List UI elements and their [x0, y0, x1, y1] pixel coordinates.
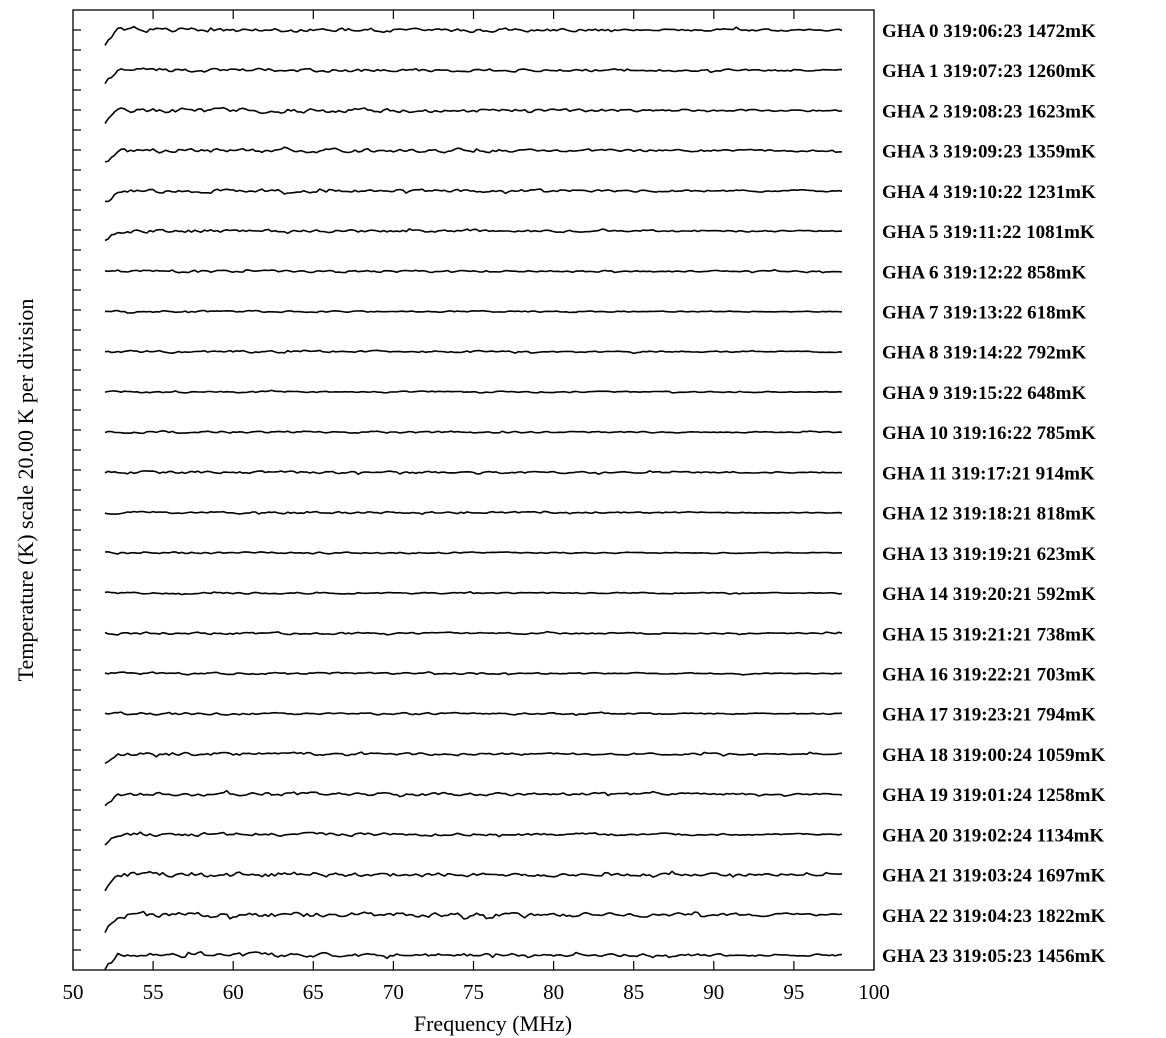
trace-gha-19 — [104, 789, 843, 807]
traces — [104, 25, 843, 970]
x-tick-label: 100 — [858, 980, 890, 1004]
trace-gha-10 — [104, 429, 843, 435]
trace-gha-11 — [104, 469, 843, 476]
trace-label-gha-6: GHA 6 319:12:22 858mK — [882, 262, 1086, 283]
trace-gha-16 — [104, 671, 843, 676]
trace-gha-6 — [104, 268, 843, 274]
trace-label-gha-2: GHA 2 319:08:23 1623mK — [882, 101, 1096, 122]
trace-gha-22 — [104, 910, 843, 934]
trace-label-gha-10: GHA 10 319:16:22 785mK — [882, 423, 1096, 444]
trace-labels: GHA 0 319:06:23 1472mK GHA 1 319:07:23 12… — [882, 21, 1105, 967]
trace-label-gha-4: GHA 4 319:10:22 1231mK — [882, 182, 1096, 203]
x-tick-label: 85 — [623, 980, 644, 1004]
x-tick-label: 55 — [143, 980, 164, 1004]
trace-label-gha-22: GHA 22 319:04:23 1822mK — [882, 906, 1105, 927]
trace-label-gha-18: GHA 18 319:00:24 1059mK — [882, 745, 1105, 766]
trace-label-gha-5: GHA 5 319:11:22 1081mK — [882, 222, 1095, 243]
trace-gha-17 — [104, 711, 843, 717]
trace-label-gha-13: GHA 13 319:19:21 623mK — [882, 544, 1096, 565]
y-axis-title: Temperature (K) scale 20.00 K per divisi… — [13, 299, 38, 682]
trace-gha-23 — [104, 950, 843, 970]
plot-frame — [72, 9, 875, 971]
trace-label-gha-15: GHA 15 319:21:21 738mK — [882, 624, 1096, 645]
x-tick-label: 90 — [703, 980, 724, 1004]
trace-gha-1 — [104, 67, 843, 85]
trace-label-gha-0: GHA 0 319:06:23 1472mK — [882, 21, 1096, 42]
trace-label-gha-16: GHA 16 319:22:21 703mK — [882, 664, 1096, 685]
trace-label-gha-21: GHA 21 319:03:24 1697mK — [882, 866, 1105, 887]
trace-gha-20 — [104, 831, 843, 846]
trace-gha-5 — [104, 228, 843, 242]
trace-gha-8 — [104, 349, 843, 355]
x-ticks: 50 55 60 65 70 75 80 85 90 95 100 — [63, 10, 890, 1004]
trace-label-gha-7: GHA 7 319:13:22 618mK — [882, 303, 1086, 324]
trace-label-gha-19: GHA 19 319:01:24 1258mK — [882, 785, 1105, 806]
x-tick-label: 80 — [543, 980, 564, 1004]
x-tick-label: 60 — [223, 980, 244, 1004]
trace-label-gha-23: GHA 23 319:05:23 1456mK — [882, 946, 1105, 967]
trace-gha-4 — [104, 188, 843, 203]
y-tick-marks — [73, 29, 81, 951]
trace-gha-3 — [104, 146, 843, 163]
trace-label-gha-9: GHA 9 319:15:22 648mK — [882, 383, 1086, 404]
trace-gha-0 — [104, 25, 843, 46]
trace-gha-7 — [105, 309, 843, 314]
trace-label-gha-14: GHA 14 319:20:21 592mK — [882, 584, 1096, 605]
trace-gha-9 — [104, 389, 843, 394]
trace-label-gha-17: GHA 17 319:23:21 794mK — [882, 705, 1096, 726]
trace-gha-12 — [104, 510, 843, 515]
x-tick-label: 50 — [63, 980, 84, 1004]
trace-label-gha-20: GHA 20 319:02:24 1134mK — [882, 825, 1104, 846]
trace-label-gha-12: GHA 12 319:18:21 818mK — [882, 504, 1096, 525]
x-axis-title: Frequency (MHz) — [414, 1011, 572, 1036]
trace-label-gha-3: GHA 3 319:09:23 1359mK — [882, 142, 1096, 163]
trace-gha-13 — [104, 550, 843, 555]
trace-gha-2 — [104, 106, 843, 124]
x-tick-label: 65 — [303, 980, 324, 1004]
x-tick-label: 95 — [783, 980, 804, 1004]
trace-label-gha-11: GHA 11 319:17:21 914mK — [882, 463, 1095, 484]
trace-label-gha-8: GHA 8 319:14:22 792mK — [882, 343, 1086, 364]
x-tick-label: 75 — [463, 980, 484, 1004]
trace-label-gha-1: GHA 1 319:07:23 1260mK — [882, 61, 1096, 82]
trace-gha-21 — [104, 870, 843, 892]
trace-gha-14 — [104, 590, 843, 596]
trace-gha-15 — [104, 630, 843, 636]
trace-gha-18 — [104, 751, 843, 765]
x-tick-label: 70 — [383, 980, 404, 1004]
